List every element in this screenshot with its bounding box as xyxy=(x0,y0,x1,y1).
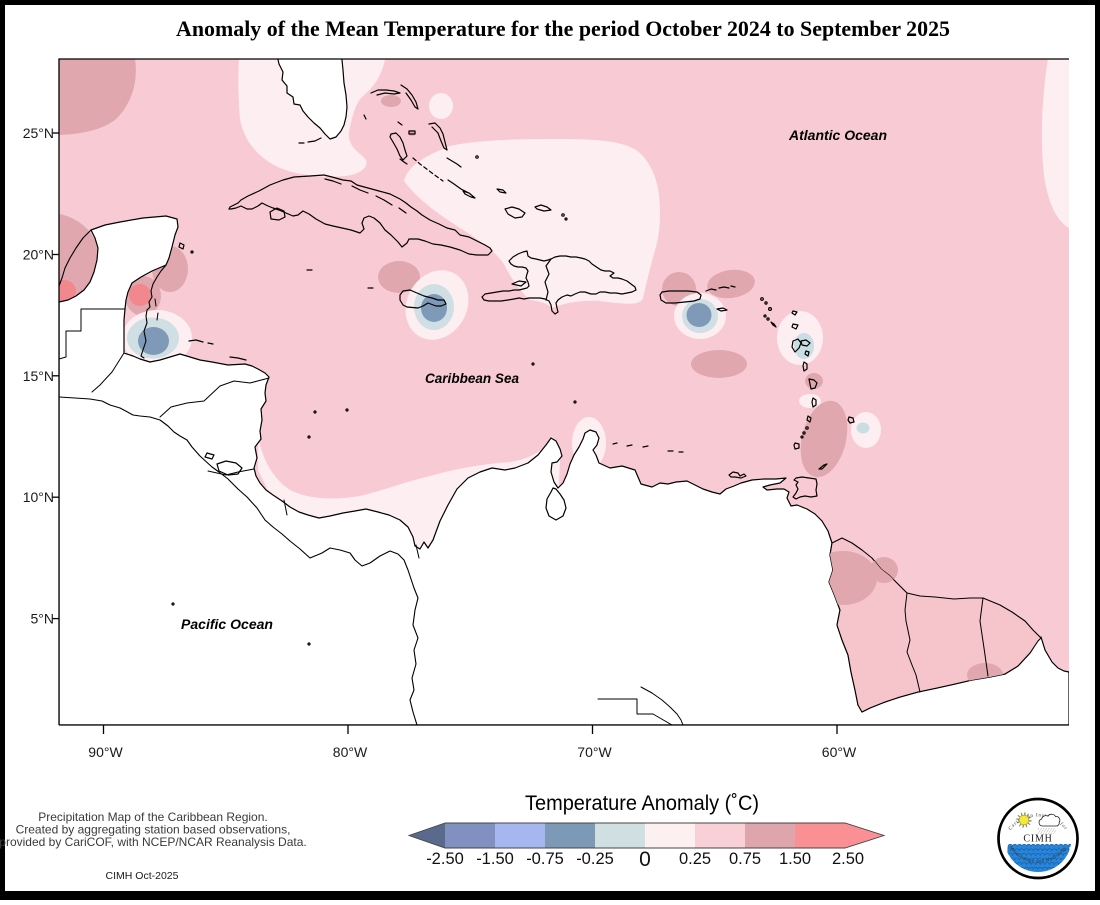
svg-text:5°N: 5°N xyxy=(31,611,55,627)
svg-text:Pacific Ocean: Pacific Ocean xyxy=(181,617,273,632)
svg-text:CIMH Oct-2025: CIMH Oct-2025 xyxy=(106,870,179,882)
svg-text:-1.50: -1.50 xyxy=(476,850,514,868)
svg-text:20°N: 20°N xyxy=(23,247,54,263)
svg-text:Atlantic Ocean: Atlantic Ocean xyxy=(788,128,887,143)
svg-text:25°N: 25°N xyxy=(23,125,54,141)
svg-text:-2.50: -2.50 xyxy=(426,850,464,868)
svg-text:60°W: 60°W xyxy=(822,744,857,760)
svg-text:70°W: 70°W xyxy=(577,744,612,760)
svg-text:CIMH: CIMH xyxy=(1023,834,1052,845)
svg-text:Caribbean Sea: Caribbean Sea xyxy=(425,371,519,386)
svg-text:Anomaly of the Mean Temperatur: Anomaly of the Mean Temperature for the … xyxy=(176,16,950,41)
svg-text:10°N: 10°N xyxy=(23,489,54,505)
svg-text:90°W: 90°W xyxy=(88,744,123,760)
svg-text:0: 0 xyxy=(639,848,651,871)
svg-text:1.50: 1.50 xyxy=(779,850,811,868)
svg-text:Precipitation Map of the Carib: Precipitation Map of the Caribbean Regio… xyxy=(38,810,267,824)
svg-text:Created by aggregating station: Created by aggregating station based obs… xyxy=(16,823,291,837)
svg-text:provided by CariCOF, with NCEP: provided by CariCOF, with NCEP/NCAR Rean… xyxy=(0,835,307,849)
svg-text:-0.75: -0.75 xyxy=(526,850,564,868)
svg-text:80°W: 80°W xyxy=(333,744,368,760)
svg-text:2.50: 2.50 xyxy=(832,850,864,868)
svg-text:-0.25: -0.25 xyxy=(576,850,614,868)
svg-text:Temperature Anomaly (˚C): Temperature Anomaly (˚C) xyxy=(525,792,759,815)
svg-text:0.25: 0.25 xyxy=(679,850,711,868)
svg-text:15°N: 15°N xyxy=(23,368,54,384)
svg-text:0.75: 0.75 xyxy=(729,850,761,868)
